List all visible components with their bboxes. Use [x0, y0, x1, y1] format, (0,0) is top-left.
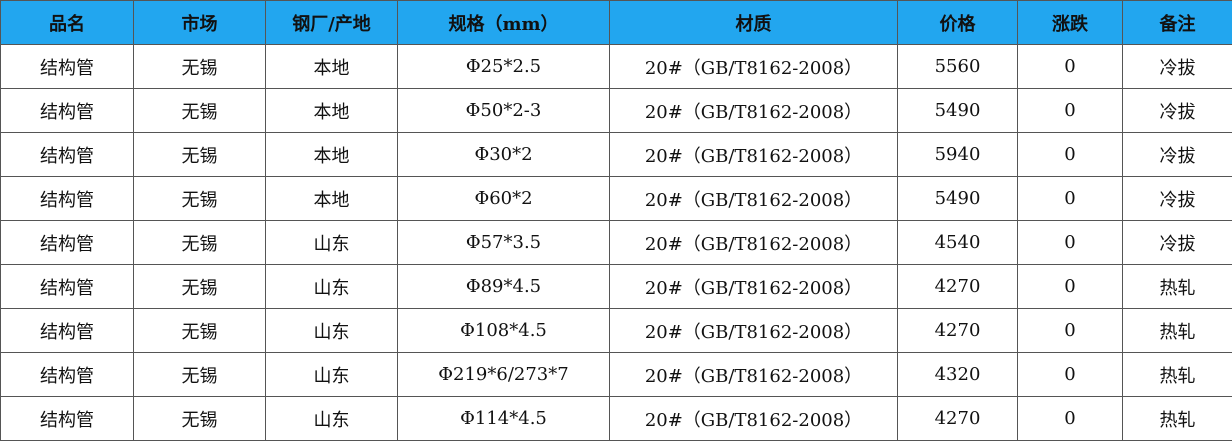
table-cell: Φ30*2	[397, 132, 610, 177]
table-cell: 山东	[265, 396, 398, 441]
table-cell: 无锡	[133, 396, 266, 441]
header-cell: 品名	[0, 0, 134, 45]
table-cell: 20#（GB/T8162-2008）	[609, 264, 898, 309]
table-cell: Φ89*4.5	[397, 264, 610, 309]
table-cell: 20#（GB/T8162-2008）	[609, 44, 898, 89]
table-cell: 0	[1017, 352, 1123, 397]
table-row: 结构管 无锡 山东 Φ219*6/273*7 20#（GB/T8162-2008） 432…	[0, 352, 1232, 397]
table-header: 品名 市场 钢厂/产地 规格（mm） 材质 价格 涨跌 备注	[0, 0, 1232, 45]
table-cell: 山东	[265, 264, 398, 309]
table-cell: 无锡	[133, 264, 266, 309]
table-row: 结构管 无锡 本地 Φ50*2-3 20#（GB/T8162-2008） 5490 0 冷拔	[0, 88, 1232, 133]
table-cell: 5940	[897, 132, 1018, 177]
table-cell: 山东	[265, 220, 398, 265]
table-cell: 4270	[897, 308, 1018, 353]
table-cell: 热轧	[1122, 352, 1232, 397]
table-cell: 热轧	[1122, 396, 1232, 441]
table-cell: 无锡	[133, 44, 266, 89]
table-cell: 20#（GB/T8162-2008）	[609, 308, 898, 353]
table-cell: 结构管	[0, 352, 134, 397]
table-cell: 冷拔	[1122, 220, 1232, 265]
table-cell: Φ57*3.5	[397, 220, 610, 265]
table-cell: 0	[1017, 264, 1123, 309]
table-cell: 本地	[265, 44, 398, 89]
header-cell: 备注	[1122, 0, 1232, 45]
table-body: 结构管 无锡 本地 Φ25*2.5 20#（GB/T8162-2008） 5560 0 冷拔结…	[0, 44, 1232, 441]
header-cell: 钢厂/产地	[265, 0, 398, 45]
table-cell: 山东	[265, 352, 398, 397]
table-row: 结构管 无锡 本地 Φ60*2 20#（GB/T8162-2008） 5490 0 冷拔	[0, 176, 1232, 221]
table-cell: Φ25*2.5	[397, 44, 610, 89]
table-cell: 20#（GB/T8162-2008）	[609, 352, 898, 397]
table-cell: 0	[1017, 396, 1123, 441]
table-cell: 20#（GB/T8162-2008）	[609, 220, 898, 265]
table-row: 结构管 无锡 山东 Φ114*4.5 20#（GB/T8162-2008） 4270 0 热轧	[0, 396, 1232, 441]
table-cell: 结构管	[0, 308, 134, 353]
table-cell: 20#（GB/T8162-2008）	[609, 176, 898, 221]
table-cell: 无锡	[133, 220, 266, 265]
header-cell: 价格	[897, 0, 1018, 45]
table-row: 结构管 无锡 本地 Φ30*2 20#（GB/T8162-2008） 5940 0 冷拔	[0, 132, 1232, 177]
table-cell: 结构管	[0, 220, 134, 265]
table-cell: Φ50*2-3	[397, 88, 610, 133]
table-cell: 无锡	[133, 352, 266, 397]
table-cell: 4270	[897, 396, 1018, 441]
table-row: 结构管 无锡 山东 Φ108*4.5 20#（GB/T8162-2008） 4270 0 热轧	[0, 308, 1232, 353]
table-cell: 冷拔	[1122, 176, 1232, 221]
header-cell: 规格（mm）	[397, 0, 610, 45]
table-cell: 冷拔	[1122, 44, 1232, 89]
table-cell: 0	[1017, 308, 1123, 353]
table-cell: 本地	[265, 88, 398, 133]
header-cell: 材质	[609, 0, 898, 45]
table-cell: 5490	[897, 176, 1018, 221]
table-row: 结构管 无锡 山东 Φ89*4.5 20#（GB/T8162-2008） 4270 0 热轧	[0, 264, 1232, 309]
table-cell: 结构管	[0, 44, 134, 89]
table-cell: Φ114*4.5	[397, 396, 610, 441]
table-cell: Φ219*6/273*7	[397, 352, 610, 397]
table-cell: 5490	[897, 88, 1018, 133]
table-row: 结构管 无锡 山东 Φ57*3.5 20#（GB/T8162-2008） 4540 0 冷拔	[0, 220, 1232, 265]
table-cell: 20#（GB/T8162-2008）	[609, 88, 898, 133]
table-cell: 本地	[265, 132, 398, 177]
table-cell: 热轧	[1122, 264, 1232, 309]
header-row: 品名 市场 钢厂/产地 规格（mm） 材质 价格 涨跌 备注	[0, 0, 1232, 45]
table-cell: 4540	[897, 220, 1018, 265]
table-cell: 山东	[265, 308, 398, 353]
table-cell: 无锡	[133, 132, 266, 177]
table-cell: 4270	[897, 264, 1018, 309]
table-cell: 无锡	[133, 88, 266, 133]
table-cell: 0	[1017, 220, 1123, 265]
table-cell: 结构管	[0, 176, 134, 221]
table-row: 结构管 无锡 本地 Φ25*2.5 20#（GB/T8162-2008） 5560 0 冷拔	[0, 44, 1232, 89]
table-cell: 结构管	[0, 88, 134, 133]
header-cell: 市场	[133, 0, 266, 45]
table-cell: 无锡	[133, 308, 266, 353]
table-cell: 冷拔	[1122, 132, 1232, 177]
table-cell: 20#（GB/T8162-2008）	[609, 132, 898, 177]
table-cell: 无锡	[133, 176, 266, 221]
table-cell: Φ108*4.5	[397, 308, 610, 353]
table-cell: 0	[1017, 132, 1123, 177]
table-cell: 0	[1017, 44, 1123, 89]
table-cell: 0	[1017, 176, 1123, 221]
table-cell: 5560	[897, 44, 1018, 89]
table-cell: 结构管	[0, 264, 134, 309]
table-cell: 冷拔	[1122, 88, 1232, 133]
header-cell: 涨跌	[1017, 0, 1123, 45]
table-cell: 热轧	[1122, 308, 1232, 353]
table-cell: Φ60*2	[397, 176, 610, 221]
table-cell: 4320	[897, 352, 1018, 397]
table-cell: 本地	[265, 176, 398, 221]
table-cell: 0	[1017, 88, 1123, 133]
table-cell: 结构管	[0, 132, 134, 177]
table-cell: 20#（GB/T8162-2008）	[609, 396, 898, 441]
table-cell: 结构管	[0, 396, 134, 441]
